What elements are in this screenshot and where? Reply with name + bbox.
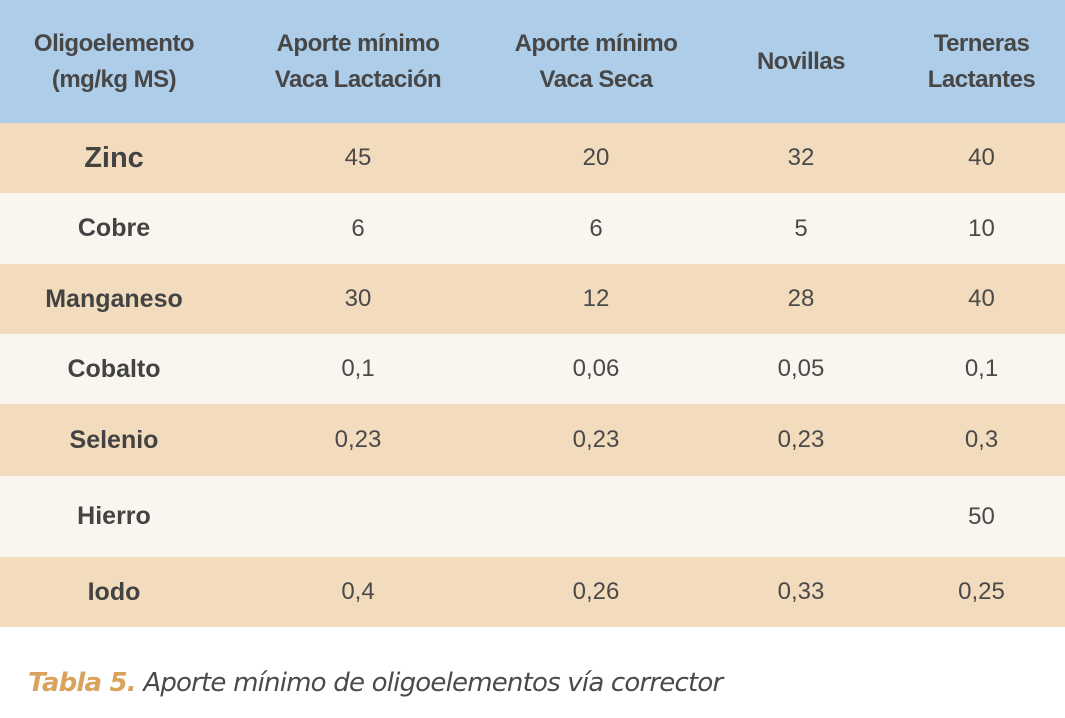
- header-line: Aporte mínimo: [514, 29, 678, 57]
- header-line: Vaca Seca: [539, 65, 653, 93]
- table-cell: 10: [968, 214, 995, 242]
- table-cell: 0,33: [777, 578, 825, 605]
- table-cell: 0,05: [777, 355, 825, 382]
- row-label: Cobalto: [67, 354, 161, 383]
- table-cell: 6: [351, 214, 365, 242]
- table-cell: 20: [582, 144, 610, 171]
- table-cell: 50: [968, 502, 995, 530]
- table-cell: 40: [968, 144, 995, 171]
- table-cell: 0,06: [572, 355, 620, 382]
- caption-label: Tabla 5.: [28, 668, 137, 698]
- table-row-zinc: Zinc 45 20 32 40: [0, 123, 1065, 193]
- header-novillas: Novillas: [704, 0, 898, 123]
- data-table: Oligoelemento (mg/kg MS) Aporte mínimo V…: [0, 0, 1065, 627]
- table-cell: 0,26: [572, 578, 620, 605]
- caption-text: Aporte mínimo de oligoelementos vía corr…: [135, 668, 723, 698]
- row-label: Hierro: [77, 502, 151, 530]
- table-cell: [704, 476, 898, 557]
- table-row-hierro: Hierro 50: [0, 476, 1065, 557]
- table-cell: 0,4: [341, 578, 375, 605]
- header-line: Novillas: [756, 47, 846, 75]
- row-label: Zinc: [84, 141, 144, 174]
- table-row-iodo: Iodo 0,4 0,26 0,33 0,25: [0, 557, 1065, 627]
- table-cell: 5: [794, 214, 808, 242]
- table-cell: 30: [344, 285, 372, 312]
- table-cell: 40: [968, 285, 995, 312]
- table-row-cobre: Cobre 6 6 5 10: [0, 193, 1065, 264]
- table-row-cobalto: Cobalto 0,1 0,06 0,05 0,1: [0, 334, 1065, 404]
- table-cell: 0,23: [334, 426, 382, 453]
- header-line: Vaca Lactación: [274, 65, 442, 93]
- table-cell: 28: [787, 285, 815, 312]
- row-label: Cobre: [77, 214, 151, 242]
- table-caption: Tabla 5. Aporte mínimo de oligoelementos…: [28, 668, 723, 698]
- table-cell: 0,1: [964, 355, 999, 382]
- header-oligoelemento: Oligoelemento (mg/kg MS): [0, 0, 228, 123]
- header-line: Oligoelemento: [33, 29, 195, 57]
- table-cell: [228, 476, 488, 557]
- table-row-selenio: Selenio 0,23 0,23 0,23 0,3: [0, 404, 1065, 476]
- table-cell: 0,3: [964, 426, 999, 453]
- table-cell: 12: [582, 285, 610, 312]
- table-cell: 0,25: [958, 578, 1005, 605]
- table-header-row: Oligoelemento (mg/kg MS) Aporte mínimo V…: [0, 0, 1065, 123]
- header-vaca-lactacion: Aporte mínimo Vaca Lactación: [228, 0, 488, 123]
- table-cell: 0,23: [572, 426, 620, 453]
- table-cell: [488, 476, 704, 557]
- header-vaca-seca: Aporte mínimo Vaca Seca: [488, 0, 704, 123]
- header-terneras-lactantes: Terneras Lactantes: [898, 0, 1065, 123]
- table-cell: 32: [787, 144, 815, 171]
- row-label: Selenio: [69, 425, 159, 454]
- header-line: (mg/kg MS): [51, 65, 177, 93]
- header-line: Terneras: [933, 29, 1030, 57]
- table-cell: 0,23: [777, 426, 825, 453]
- table-cell: 45: [344, 144, 372, 171]
- row-label: Iodo: [87, 577, 141, 606]
- table-row-manganeso: Manganeso 30 12 28 40: [0, 264, 1065, 334]
- header-line: Aporte mínimo: [276, 29, 440, 57]
- table-cell: 6: [589, 214, 603, 242]
- header-line: Lactantes: [927, 65, 1036, 93]
- table-cell: 0,1: [341, 355, 375, 382]
- row-label: Manganeso: [45, 284, 183, 313]
